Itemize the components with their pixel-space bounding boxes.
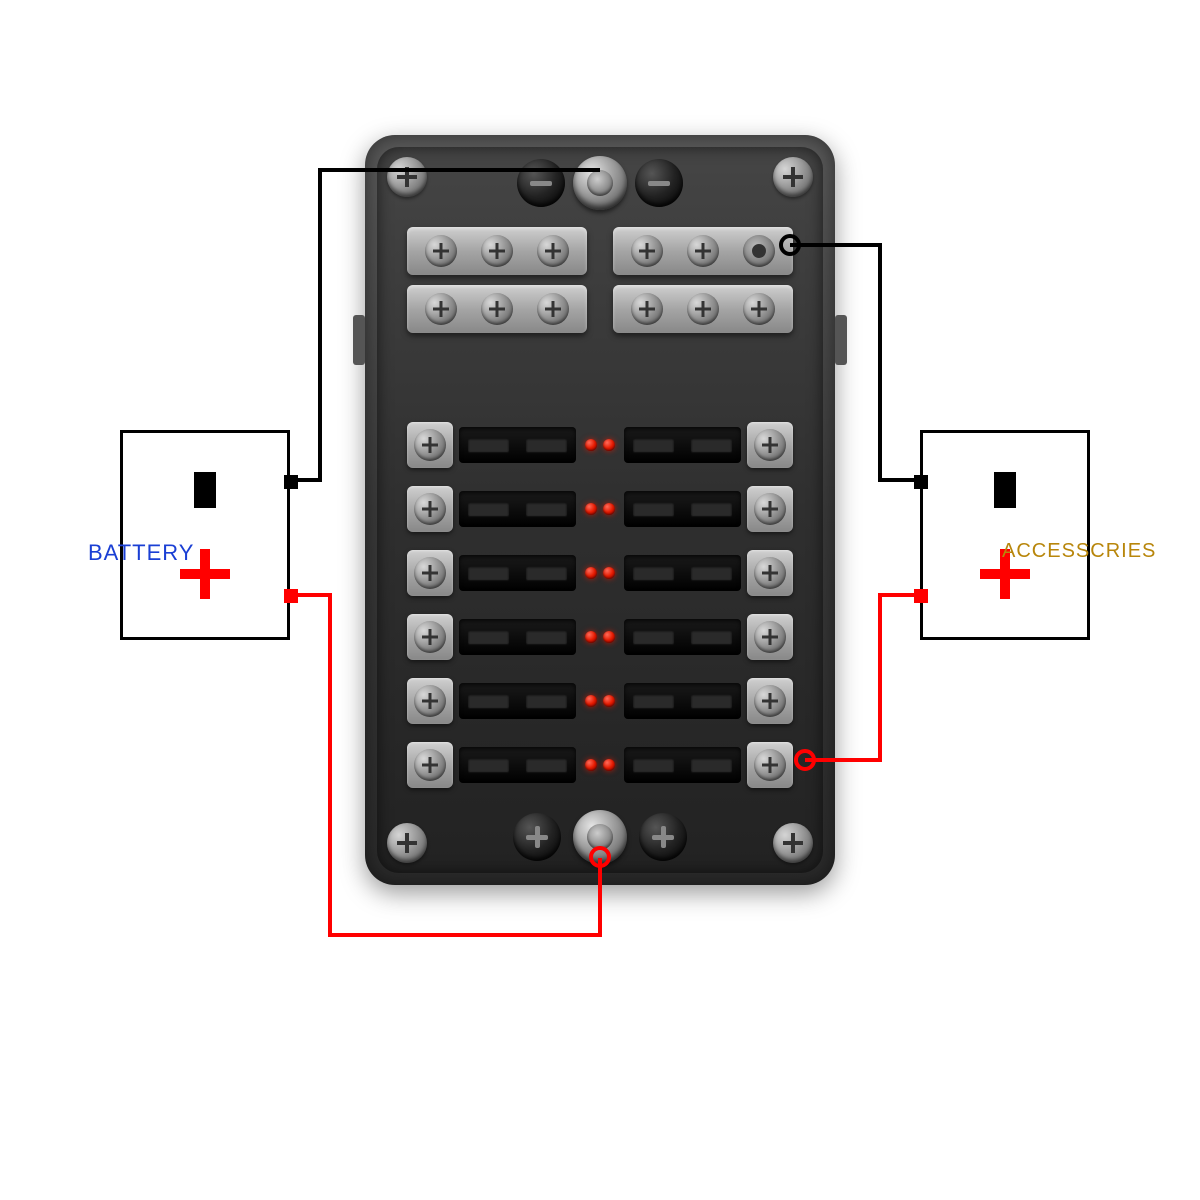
fuse-row (407, 545, 793, 601)
led-icon (585, 439, 597, 451)
screw-icon (754, 749, 786, 781)
minus-icon (194, 472, 216, 508)
screw-icon (481, 293, 513, 325)
led-icon (603, 567, 615, 579)
fuse-row (407, 673, 793, 729)
fuse-slot (624, 491, 741, 527)
led-icon (603, 631, 615, 643)
terminal-strip (613, 227, 793, 275)
negative-stud (573, 156, 627, 210)
led-icon (603, 695, 615, 707)
fuse-slot (459, 491, 576, 527)
output-terminal-right (747, 550, 793, 596)
terminal-strip (407, 227, 587, 275)
battery-label: BATTERY (88, 540, 194, 566)
screw-icon (414, 557, 446, 589)
led-pair (582, 567, 618, 579)
output-terminal-right (747, 422, 793, 468)
screw-icon (754, 621, 786, 653)
screw-icon (425, 293, 457, 325)
terminal-strip (407, 285, 587, 333)
mount-tab-left (353, 315, 365, 365)
led-icon (585, 759, 597, 771)
fuse-area (407, 417, 793, 793)
output-terminal-right (747, 486, 793, 532)
negative-bus-row (377, 153, 823, 213)
output-terminal-right (747, 614, 793, 660)
screw-icon (743, 293, 775, 325)
screw-icon (631, 235, 663, 267)
fuse-slot (459, 555, 576, 591)
accessories-label: ACCESSCRIES (1002, 540, 1156, 563)
positive-terminal (513, 813, 561, 861)
screw-icon (754, 493, 786, 525)
fuse-row (407, 609, 793, 665)
led-icon (603, 439, 615, 451)
minus-icon (994, 472, 1016, 508)
diagram-canvas: BATTERY ACCESSCRIES (0, 0, 1200, 1200)
screw-icon (481, 235, 513, 267)
screw-icon (537, 293, 569, 325)
led-pair (582, 439, 618, 451)
screw-icon (631, 293, 663, 325)
positive-terminal (639, 813, 687, 861)
negative-terminal (517, 159, 565, 207)
screw-icon (537, 235, 569, 267)
screw-icon (414, 621, 446, 653)
fuse-slot (624, 555, 741, 591)
fuse-box (365, 135, 835, 885)
screw-icon (425, 235, 457, 267)
led-icon (585, 503, 597, 515)
mount-tab-right (835, 315, 847, 365)
screw-icon (414, 493, 446, 525)
fuse-slot (459, 427, 576, 463)
fuse-slot (459, 683, 576, 719)
positive-stud (573, 810, 627, 864)
led-icon (585, 695, 597, 707)
screw-hole-icon (743, 235, 775, 267)
fuse-slot (624, 747, 741, 783)
output-terminal-left (407, 678, 453, 724)
screw-icon (687, 293, 719, 325)
output-terminal-left (407, 550, 453, 596)
fuse-slot (624, 427, 741, 463)
output-terminal-left (407, 614, 453, 660)
output-terminal-left (407, 486, 453, 532)
output-terminal-right (747, 742, 793, 788)
led-icon (585, 567, 597, 579)
output-terminal-left (407, 742, 453, 788)
screw-icon (414, 749, 446, 781)
output-terminal-right (747, 678, 793, 724)
fuse-box-inner (377, 147, 823, 873)
fuse-row (407, 737, 793, 793)
led-icon (603, 503, 615, 515)
screw-icon (754, 557, 786, 589)
positive-bus-row (377, 807, 823, 867)
output-terminal-left (407, 422, 453, 468)
terminal-strip (613, 285, 793, 333)
fuse-slot (624, 683, 741, 719)
fuse-slot (459, 619, 576, 655)
screw-icon (414, 685, 446, 717)
led-pair (582, 631, 618, 643)
led-pair (582, 695, 618, 707)
led-pair (582, 503, 618, 515)
fuse-slot (624, 619, 741, 655)
screw-icon (754, 429, 786, 461)
battery-connector-box (120, 430, 290, 640)
fuse-row (407, 481, 793, 537)
led-icon (585, 631, 597, 643)
accessories-connector-box (920, 430, 1090, 640)
screw-icon (754, 685, 786, 717)
screw-icon (687, 235, 719, 267)
led-icon (603, 759, 615, 771)
screw-icon (414, 429, 446, 461)
fuse-row (407, 417, 793, 473)
led-pair (582, 759, 618, 771)
fuse-slot (459, 747, 576, 783)
negative-terminal (635, 159, 683, 207)
